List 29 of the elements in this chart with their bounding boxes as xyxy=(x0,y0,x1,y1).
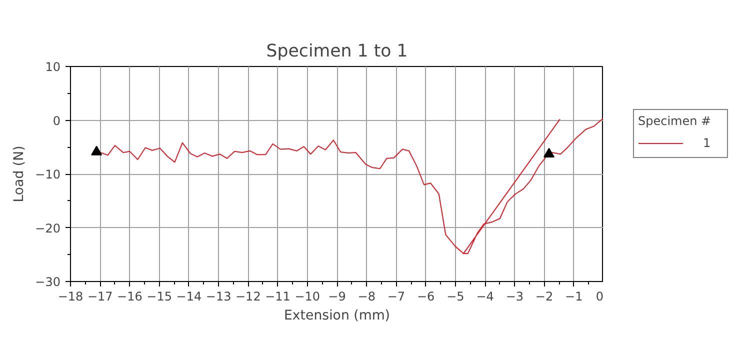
legend-label: 1 xyxy=(703,136,712,150)
x-tick-label: −14 xyxy=(176,290,202,304)
x-tick-label: −8 xyxy=(358,290,376,304)
x-tick-label: −6 xyxy=(416,290,435,304)
x-tick-label: −16 xyxy=(117,290,142,304)
y-tick-label: −20 xyxy=(35,221,61,236)
x-tick-label: −17 xyxy=(87,290,113,304)
x-tick-label: −15 xyxy=(146,290,172,304)
x-tick-label: 0 xyxy=(596,290,604,304)
y-tick-label: −10 xyxy=(35,168,61,182)
y-tick-label: 10 xyxy=(45,60,61,74)
x-tick-label: −2 xyxy=(535,290,554,304)
y-tick-label: −30 xyxy=(35,275,61,289)
x-axis-title: Extension (mm) xyxy=(284,308,390,324)
x-tick-label: −10 xyxy=(294,290,320,304)
x-tick-label: −5 xyxy=(446,290,464,304)
x-tick-label: −11 xyxy=(265,290,290,304)
legend-title: Specimen # xyxy=(638,114,712,128)
x-tick-label: −3 xyxy=(506,290,524,304)
x-tick-label: −7 xyxy=(387,290,406,304)
y-axis-title: Load (N) xyxy=(12,146,28,202)
x-tick-label: −9 xyxy=(328,290,346,304)
x-tick-label: −1 xyxy=(565,290,583,304)
x-tick-label: −18 xyxy=(58,290,84,304)
y-tick-label: 0 xyxy=(52,114,61,128)
x-tick-label: −13 xyxy=(206,290,232,304)
x-tick-label: −4 xyxy=(476,290,494,304)
chart-title: Specimen 1 to 1 xyxy=(266,42,408,62)
x-tick-label: −12 xyxy=(236,290,261,304)
